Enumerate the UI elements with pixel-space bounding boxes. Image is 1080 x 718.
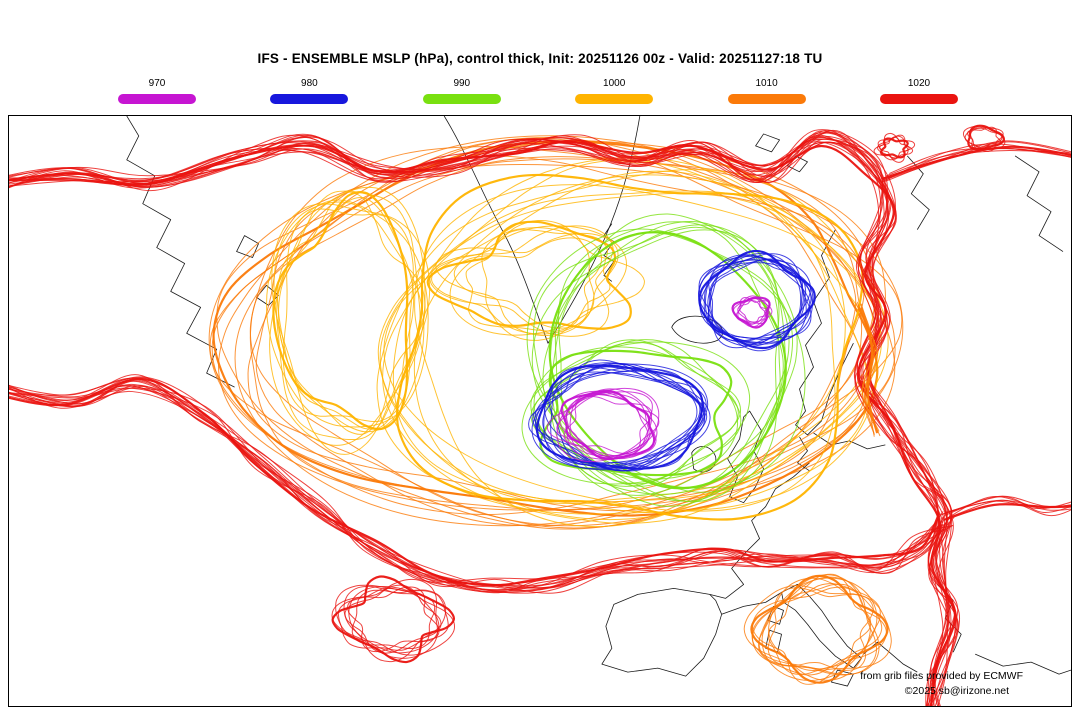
credit-text: from grib files provided by ECMWF [860,670,1023,682]
map-panel: from grib files provided by ECMWF ©2025 … [8,115,1072,707]
coastlines-layer [126,116,1071,687]
weather-map-svg [9,116,1071,706]
legend-label-1020: 1020 [907,78,931,89]
legend-swatch-990 [422,94,501,104]
legend-item-980: 980 [270,78,349,104]
legend-item-1020: 1020 [879,78,958,104]
chart-title: IFS - ENSEMBLE MSLP (hPa), control thick… [257,51,823,66]
legend-label-980: 980 [301,78,318,89]
legend-label-1010: 1010 [755,78,778,89]
legend-label-1000: 1000 [603,78,626,89]
legend-swatch-980 [270,94,349,104]
contour-legend: 970 980 990 1000 1010 1020 [118,78,958,104]
contours-layer [9,124,1071,706]
copyright-text: ©2025 sb@irizone.net [904,685,1009,697]
legend-item-990: 990 [422,78,501,104]
legend-item-1000: 1000 [575,78,654,104]
legend-swatch-1010 [727,94,806,104]
legend-swatch-1000 [575,94,654,104]
legend-label-990: 990 [453,78,471,89]
legend-item-970: 970 [118,78,196,104]
legend-label-970: 970 [148,78,166,89]
legend-swatch-970 [118,94,196,104]
legend-swatch-1020 [879,94,958,104]
legend-item-1010: 1010 [727,78,806,104]
